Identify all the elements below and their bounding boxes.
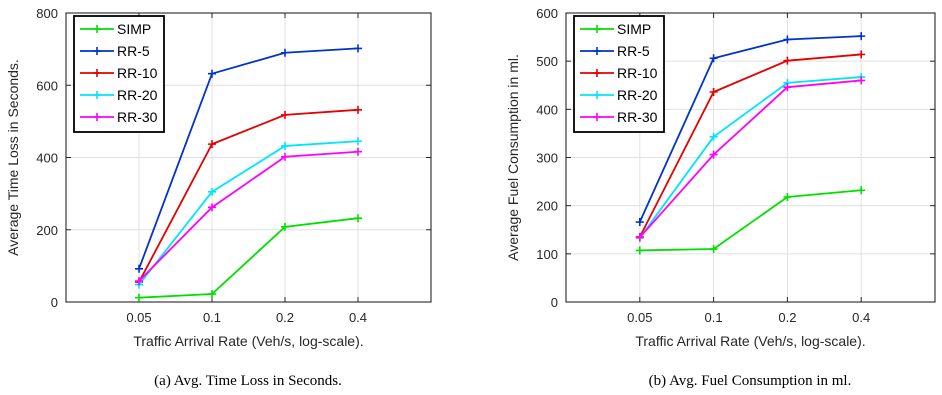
chart-panel-b: 0.05 0.1 0.2 0.4 0 100 200 300 400 500 600 Traffic … <box>505 6 936 389</box>
data-point-simp <box>709 245 718 254</box>
legend-entry-rr-30: RR-30 <box>117 109 158 125</box>
y-tick-label: 0 <box>551 295 558 310</box>
legend-marker-simp <box>93 25 101 33</box>
data-point-rr-30 <box>635 233 644 242</box>
data-point-rr-5 <box>135 264 143 273</box>
data-point-rr-5 <box>783 35 792 44</box>
data-point-rr-30 <box>354 147 362 156</box>
x-tick-label: 0.2 <box>778 310 796 325</box>
x-axis-label: Traffic Arrival Rate (Veh/s, log-scale). <box>133 333 363 349</box>
figure-caption: (b) Avg. Fuel Consumption in ml. <box>649 373 852 389</box>
y-tick-label: 800 <box>36 6 58 21</box>
data-point-simp <box>208 290 216 299</box>
legend-marker-rr-5 <box>593 47 601 55</box>
x-tick-label: 0.05 <box>126 310 151 325</box>
series-line-rr-20 <box>639 76 862 239</box>
data-point-rr-10 <box>709 87 718 96</box>
figure-caption: (a) Avg. Time Loss in Seconds. <box>154 373 342 389</box>
legend-entry-rr-10: RR-10 <box>117 65 158 81</box>
x-tick-label: 0.4 <box>852 310 870 325</box>
data-point-rr-5 <box>857 32 866 41</box>
x-tick-label: 0.1 <box>203 310 221 325</box>
series-line-rr-30 <box>138 150 359 282</box>
legend-entry-simp: SIMP <box>617 21 651 37</box>
data-point-rr-5 <box>281 48 289 57</box>
data-point-simp <box>635 246 644 255</box>
data-point-rr-5 <box>354 44 362 53</box>
y-tick-label: 600 <box>536 6 558 21</box>
x-tick-label: 0.2 <box>276 310 294 325</box>
data-point-rr-30 <box>135 277 143 286</box>
y-axis-label: Average Time Loss in Seconds. <box>5 59 21 256</box>
y-tick-label: 500 <box>536 54 558 69</box>
data-point-rr-10 <box>783 56 792 65</box>
y-tick-label: 0 <box>51 295 58 310</box>
series-line-rr-10 <box>138 108 359 283</box>
data-point-rr-10 <box>208 140 216 149</box>
data-point-rr-30 <box>783 83 792 92</box>
legend-marker-rr-30 <box>593 113 601 121</box>
legend-entry-rr-5: RR-5 <box>117 43 150 59</box>
data-point-rr-30 <box>281 152 289 161</box>
series-line-rr-20 <box>138 140 359 286</box>
legend-marker-rr-20 <box>93 91 101 99</box>
y-tick-label: 400 <box>536 102 558 117</box>
data-point-simp <box>281 222 289 231</box>
data-point-simp <box>135 293 143 302</box>
data-point-rr-20 <box>709 132 718 141</box>
x-tick-label: 0.05 <box>627 310 652 325</box>
data-point-rr-30 <box>709 150 718 159</box>
y-tick-label: 200 <box>36 223 58 238</box>
legend-entry-rr-30: RR-30 <box>617 109 658 125</box>
data-point-simp <box>783 192 792 201</box>
legend-entry-rr-20: RR-20 <box>617 87 658 103</box>
legend-marker-rr-10 <box>593 69 601 77</box>
legend-entry-rr-20: RR-20 <box>117 87 158 103</box>
data-point-rr-5 <box>709 54 718 63</box>
legend-entry-simp: SIMP <box>117 21 151 37</box>
data-point-rr-5 <box>208 69 216 78</box>
series-line-rr-5 <box>138 47 359 270</box>
series-line-rr-5 <box>638 35 862 223</box>
x-tick-label: 0.4 <box>349 310 367 325</box>
legend-marker-rr-5 <box>93 47 101 55</box>
legend-marker-rr-20 <box>593 91 601 99</box>
x-tick-label: 0.1 <box>705 310 723 325</box>
data-point-rr-10 <box>354 105 362 114</box>
legend-marker-simp <box>593 25 601 33</box>
y-tick-label: 400 <box>36 151 58 166</box>
series-line-rr-10 <box>638 53 862 238</box>
series-line-simp <box>138 217 359 299</box>
legend-entry-rr-5: RR-5 <box>617 43 650 59</box>
y-tick-label: 200 <box>536 199 558 214</box>
data-point-rr-10 <box>857 50 866 59</box>
data-point-rr-20 <box>208 187 216 196</box>
data-point-rr-5 <box>635 218 644 227</box>
data-point-simp <box>857 186 866 195</box>
legend-marker-rr-30 <box>93 113 101 121</box>
series-line-rr-30 <box>639 79 862 239</box>
legend-box <box>73 15 165 133</box>
data-point-rr-30 <box>208 203 216 212</box>
legend-marker-rr-10 <box>93 69 101 77</box>
data-point-rr-20 <box>354 137 362 146</box>
y-tick-label: 600 <box>36 78 58 93</box>
chart-panel-a: 0.05 0.1 0.2 0.4 0 200 400 600 800 Traffic Arriva… <box>5 6 432 389</box>
y-axis-label: Average Fuel Consumption in ml. <box>505 54 521 261</box>
y-tick-label: 100 <box>536 247 558 262</box>
legend-box <box>573 15 665 133</box>
x-axis-label: Traffic Arrival Rate (Veh/s, log-scale). <box>635 333 865 349</box>
data-point-rr-20 <box>281 141 289 150</box>
data-point-simp <box>354 214 362 223</box>
data-point-rr-10 <box>281 110 289 119</box>
data-point-rr-30 <box>857 76 866 85</box>
y-tick-label: 300 <box>536 151 558 166</box>
series-line-simp <box>639 189 862 252</box>
legend-entry-rr-10: RR-10 <box>617 65 658 81</box>
